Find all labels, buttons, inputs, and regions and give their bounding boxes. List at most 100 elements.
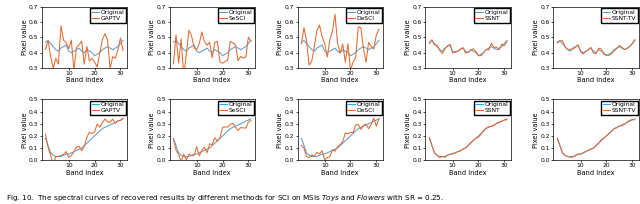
SSNT-TV [631, 119, 639, 121]
GAPTV [109, 118, 116, 120]
SeSCI [227, 123, 234, 125]
DeSCI [318, 150, 326, 152]
Original [323, 51, 331, 54]
Original [611, 127, 618, 130]
Original [239, 47, 247, 49]
Original [109, 48, 116, 51]
Original [339, 48, 347, 51]
Original [310, 155, 318, 158]
Original [628, 42, 636, 45]
SSNT-TV [626, 45, 634, 48]
DeSCI [313, 29, 321, 32]
Original [52, 48, 60, 51]
Original [96, 130, 104, 132]
SeSCI [221, 60, 229, 63]
SSNT-TV [613, 47, 621, 50]
SSNT [493, 46, 500, 48]
SeSCI [219, 126, 227, 129]
SeSCI [239, 127, 247, 129]
Original [111, 121, 119, 124]
Original [109, 122, 116, 125]
Original [595, 142, 602, 144]
Original [99, 48, 106, 51]
SSNT-TV [572, 155, 579, 157]
Original [597, 140, 605, 142]
Original [229, 126, 237, 129]
Original [342, 140, 349, 142]
Original [472, 137, 480, 140]
Original [438, 50, 446, 52]
Original [566, 50, 574, 52]
Original [333, 147, 341, 149]
Original [313, 47, 321, 49]
Original [177, 154, 185, 156]
GAPTV [52, 57, 60, 60]
Original [559, 42, 566, 45]
SeSCI [244, 36, 252, 39]
Original [211, 48, 219, 51]
Original [600, 137, 607, 140]
Original [172, 144, 180, 147]
Original [431, 42, 438, 45]
SSNT-TV [600, 53, 607, 56]
Original [188, 154, 195, 156]
SeSCI [203, 44, 211, 47]
GAPTV [57, 154, 65, 157]
Original [172, 39, 180, 42]
DeSCI [310, 155, 318, 157]
Original [451, 152, 459, 154]
GAPTV [114, 119, 122, 122]
GAPTV [73, 46, 81, 49]
Original [170, 137, 177, 140]
GAPTV [54, 63, 62, 65]
Original [308, 48, 316, 51]
Original [182, 155, 190, 158]
DeSCI [305, 64, 313, 66]
Original [579, 152, 587, 154]
Original [584, 48, 592, 51]
SSNT [472, 137, 480, 140]
SeSCI [247, 119, 255, 122]
Original [554, 137, 561, 140]
Original [78, 147, 86, 149]
GAPTV [106, 121, 114, 123]
SSNT-TV [584, 49, 592, 51]
Original [579, 51, 587, 54]
Legend: Original, SSNT-TV: Original, SSNT-TV [601, 101, 637, 115]
DeSCI [333, 145, 341, 148]
Original [81, 144, 88, 147]
Original [193, 153, 200, 155]
Original [370, 120, 378, 123]
SSNT-TV [566, 48, 574, 50]
Original [180, 48, 188, 51]
SeSCI [219, 62, 227, 64]
SSNT [441, 48, 449, 50]
DeSCI [370, 48, 378, 50]
Original [316, 154, 323, 156]
GAPTV [67, 154, 75, 157]
GAPTV [70, 69, 77, 71]
Original [57, 47, 65, 49]
DeSCI [337, 143, 344, 146]
Original [229, 47, 237, 49]
SeSCI [209, 143, 216, 146]
X-axis label: Band index: Band index [449, 78, 487, 83]
SSNT [485, 125, 493, 128]
SSNT-TV [577, 50, 584, 53]
Original [177, 45, 185, 48]
Original [214, 50, 221, 52]
SeSCI [170, 62, 177, 65]
Original [216, 51, 224, 54]
Original [605, 53, 613, 55]
Original [244, 42, 252, 45]
SSNT-TV [574, 153, 582, 155]
SeSCI [214, 140, 221, 142]
SSNT [433, 154, 441, 156]
DeSCI [321, 42, 328, 45]
Original [83, 48, 91, 51]
DeSCI [300, 26, 308, 29]
SSNT [467, 49, 474, 52]
Original [47, 152, 54, 154]
DeSCI [349, 61, 357, 63]
Original [503, 39, 511, 42]
